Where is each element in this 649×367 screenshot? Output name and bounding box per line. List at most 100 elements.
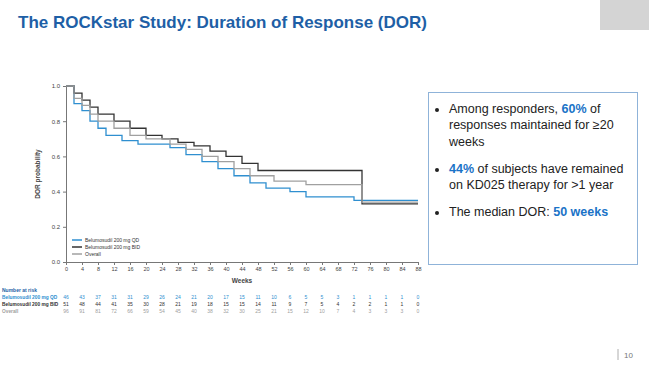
y-tick-mark <box>63 192 66 193</box>
risk-count: 1 <box>353 294 356 300</box>
risk-count: 40 <box>191 308 197 314</box>
risk-count: 32 <box>223 308 229 314</box>
x-tick-label: 80 <box>383 266 389 272</box>
plot-marks <box>66 86 418 204</box>
x-tick-label: 84 <box>399 266 405 272</box>
risk-count: 14 <box>255 301 261 307</box>
risk-count: 6 <box>289 294 292 300</box>
x-tick: 4 <box>81 262 84 272</box>
page-number: 10 <box>624 351 633 360</box>
risk-count: 0 <box>417 294 420 300</box>
y-axis-title: DOR probability <box>34 149 42 199</box>
risk-count: 37 <box>95 294 101 300</box>
risk-count: 24 <box>175 294 181 300</box>
km-curve <box>66 86 418 200</box>
x-tick-label: 56 <box>287 266 293 272</box>
x-tick-label: 4 <box>81 266 84 272</box>
risk-count: 51 <box>63 301 69 307</box>
y-axis-line <box>66 87 67 263</box>
risk-count: 72 <box>111 308 117 314</box>
risk-count: 19 <box>191 301 197 307</box>
risk-count: 9 <box>289 301 292 307</box>
x-tick-label: 12 <box>111 266 117 272</box>
x-tick: 44 <box>239 262 245 272</box>
risk-count: 66 <box>127 308 133 314</box>
legend-swatch <box>72 239 82 241</box>
risk-count: 30 <box>143 301 149 307</box>
risk-count: 35 <box>127 301 133 307</box>
x-tick: 20 <box>143 262 149 272</box>
x-tick-mark <box>274 262 275 265</box>
bullet-highlight: 44% <box>449 162 474 176</box>
risk-count: 10 <box>319 308 325 314</box>
risk-row-label: Belumosudil 200 mg BID <box>2 302 59 307</box>
risk-count: 10 <box>271 294 277 300</box>
x-tick-mark <box>370 262 371 265</box>
bullet-text: Among responders, <box>449 102 562 116</box>
y-tick-mark <box>63 86 66 87</box>
risk-count: 3 <box>337 294 340 300</box>
x-tick-mark <box>242 262 243 265</box>
risk-count: 15 <box>287 308 293 314</box>
risk-count: 21 <box>191 294 197 300</box>
x-tick-label: 72 <box>351 266 357 272</box>
risk-count: 15 <box>239 301 245 307</box>
x-tick: 48 <box>255 262 261 272</box>
x-axis: 0481216202428323640444852566064687276808… <box>65 262 422 272</box>
risk-count: 54 <box>159 308 165 314</box>
x-tick: 64 <box>319 262 325 272</box>
risk-count: 7 <box>305 301 308 307</box>
risk-count: 28 <box>159 301 165 307</box>
risk-count: 4 <box>353 308 356 314</box>
x-tick-label: 28 <box>175 266 181 272</box>
risk-count: 0 <box>417 308 420 314</box>
risk-count: 44 <box>95 301 101 307</box>
risk-count: 5 <box>305 294 308 300</box>
x-tick: 68 <box>335 262 341 272</box>
y-tick: 0.4 <box>52 189 66 195</box>
x-tick: 60 <box>303 262 309 272</box>
x-tick-mark <box>210 262 211 265</box>
x-tick-mark <box>226 262 227 265</box>
risk-count: 43 <box>79 294 85 300</box>
risk-count: 31 <box>111 294 117 300</box>
x-tick-mark <box>386 262 387 265</box>
risk-count: 91 <box>79 308 85 314</box>
y-tick-label: 0.2 <box>52 224 61 230</box>
x-tick-mark <box>194 262 195 265</box>
y-tick-mark <box>63 156 66 157</box>
x-tick: 12 <box>111 262 117 272</box>
x-tick: 88 <box>415 262 421 272</box>
page-divider <box>618 349 619 360</box>
x-tick: 80 <box>383 262 389 272</box>
bullet-highlight: 50 weeks <box>553 205 608 219</box>
bullet-text: The median DOR: <box>449 205 553 219</box>
risk-count: 1 <box>401 294 404 300</box>
risk-count: 18 <box>207 301 213 307</box>
risk-count: 11 <box>255 294 260 300</box>
risk-count: 17 <box>223 294 229 300</box>
x-tick: 40 <box>223 262 229 272</box>
y-tick: 0.6 <box>52 154 66 160</box>
y-tick-mark <box>63 262 66 263</box>
risk-count: 3 <box>369 308 372 314</box>
x-tick-label: 68 <box>335 266 341 272</box>
risk-count: 81 <box>95 308 101 314</box>
risk-count: 1 <box>385 294 388 300</box>
legend-label: Overall <box>85 251 101 257</box>
risk-count: 38 <box>207 308 213 314</box>
legend-label: Belumosudil 200 mg BID <box>85 244 140 250</box>
x-tick: 72 <box>351 262 357 272</box>
bullet-box: Among responders, 60% of responses maint… <box>428 92 638 265</box>
legend-label: Belumosudil 200 mg QD <box>85 237 140 243</box>
risk-count: 1 <box>401 301 404 307</box>
y-tick-label: 1.0 <box>52 83 61 89</box>
risk-count: 96 <box>63 308 69 314</box>
x-tick: 76 <box>367 262 373 272</box>
risk-count: 2 <box>369 301 372 307</box>
y-tick: 0.2 <box>52 224 66 230</box>
legend: Belumosudil 200 mg QDBelumosudil 200 mg … <box>72 237 140 257</box>
y-tick: 0.0 <box>52 259 66 265</box>
risk-count: 4 <box>337 301 340 307</box>
risk-count: 15 <box>239 294 245 300</box>
